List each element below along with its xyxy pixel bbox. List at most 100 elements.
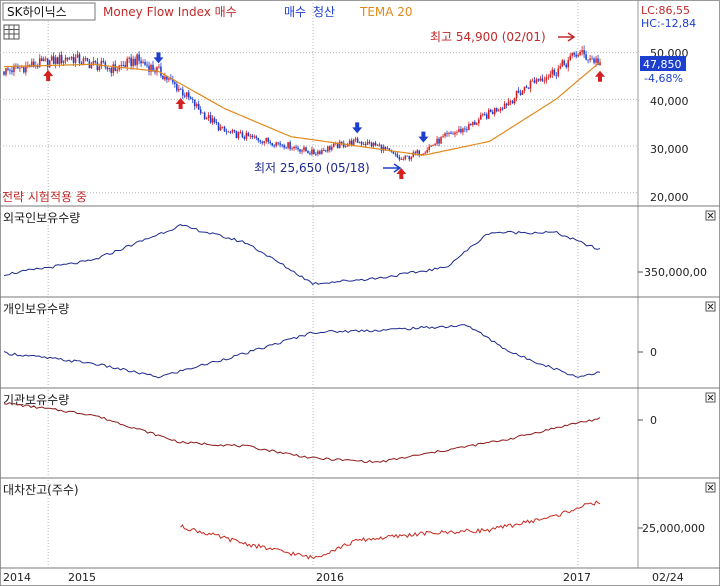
candle-body (237, 132, 240, 139)
candle-body (180, 88, 182, 90)
candle-body (529, 81, 532, 89)
candle-body (46, 58, 49, 68)
current-price: 47,850 (643, 58, 682, 71)
candle-body (267, 137, 270, 142)
buy-signal-icon (595, 70, 605, 82)
candle-body (291, 148, 293, 150)
candle-body (295, 146, 297, 148)
candle-body (565, 64, 568, 68)
candle-body (251, 135, 254, 138)
candle-body (400, 159, 403, 160)
close-icon[interactable] (705, 210, 716, 221)
candle-body (275, 142, 277, 146)
price-tick-20000: 20,000 (650, 191, 689, 204)
candle-body (571, 52, 573, 56)
candle-body (114, 64, 117, 71)
candle-body (325, 150, 327, 152)
candle-body (92, 61, 95, 65)
candle-body (104, 62, 107, 68)
x-label-2017: 2017 (563, 571, 591, 584)
candle-body (3, 71, 5, 75)
price-gridlines (0, 52, 638, 194)
candle-body (489, 109, 492, 113)
candle-body (563, 60, 566, 65)
candle-body (80, 63, 83, 64)
candle-body (493, 108, 496, 115)
candle-body (255, 136, 258, 138)
candle-body (19, 67, 21, 69)
candle-body (64, 57, 67, 61)
candle-body (11, 70, 13, 73)
pane-tick-institution: 0 (650, 414, 657, 427)
candle-body (485, 114, 488, 119)
candle-body (495, 108, 498, 112)
ticker-box[interactable] (2, 2, 96, 21)
candle-body (84, 58, 87, 60)
candle-body (120, 65, 123, 66)
signal-sell-label: 청산 (313, 5, 335, 19)
candle-body (456, 131, 458, 133)
candle-body (321, 150, 323, 154)
grid-icon[interactable] (3, 24, 20, 40)
candle-body (547, 76, 550, 78)
candle-body (273, 145, 275, 147)
candle-body (182, 89, 184, 96)
candle-body (537, 79, 540, 81)
pane-title-foreign: 외국인보유수량 (3, 211, 80, 225)
candle-body (132, 58, 134, 66)
candle-body (313, 149, 315, 154)
close-icon[interactable] (705, 392, 716, 403)
candle-body (66, 57, 69, 60)
candle-body (38, 58, 41, 68)
candle-body (348, 140, 351, 144)
candle-body (531, 80, 534, 82)
candle-body (307, 151, 309, 154)
candle-body (52, 56, 55, 64)
candle-body (211, 118, 214, 123)
candle-body (189, 97, 192, 100)
candle-body (555, 75, 558, 77)
candle-body (106, 67, 109, 70)
candle-body (569, 55, 571, 61)
candle-body (446, 133, 448, 135)
high-arrow-icon (558, 32, 576, 42)
candle-body (31, 61, 33, 67)
candle-body (112, 64, 115, 73)
candle-body (225, 131, 228, 133)
candle-body (440, 137, 442, 144)
candle-body (362, 144, 365, 146)
candle-body (23, 67, 25, 73)
candle-body (541, 78, 544, 81)
candle-body (577, 54, 579, 57)
foreign-holdings-line (3, 224, 601, 286)
close-icon[interactable] (705, 482, 716, 493)
candle-body (25, 65, 27, 73)
candle-body (231, 130, 234, 133)
candle-body (378, 144, 381, 146)
candle-body (277, 142, 279, 144)
candle-body (9, 69, 11, 71)
candle-body (422, 153, 424, 155)
candle-body (283, 145, 285, 148)
close-icon[interactable] (705, 301, 716, 312)
candle-body (150, 64, 152, 72)
candle-body (148, 65, 150, 72)
low-arrow-icon (383, 163, 402, 173)
pane-tick-foreign: 350,000,00 (644, 266, 707, 279)
candle-body (505, 103, 508, 106)
candle-body (13, 65, 15, 73)
candle-body (207, 115, 210, 118)
candle-body (160, 66, 162, 76)
candle-body (438, 138, 440, 144)
candle-body (591, 58, 593, 60)
candle-body (68, 58, 71, 60)
candle-body (581, 50, 583, 52)
current-price-box (640, 56, 686, 71)
candle-body (50, 56, 53, 61)
candle-body (301, 150, 303, 152)
candle-body (215, 122, 218, 124)
candle-body (130, 57, 132, 66)
candle-body (311, 149, 313, 155)
candle-body (263, 141, 266, 143)
